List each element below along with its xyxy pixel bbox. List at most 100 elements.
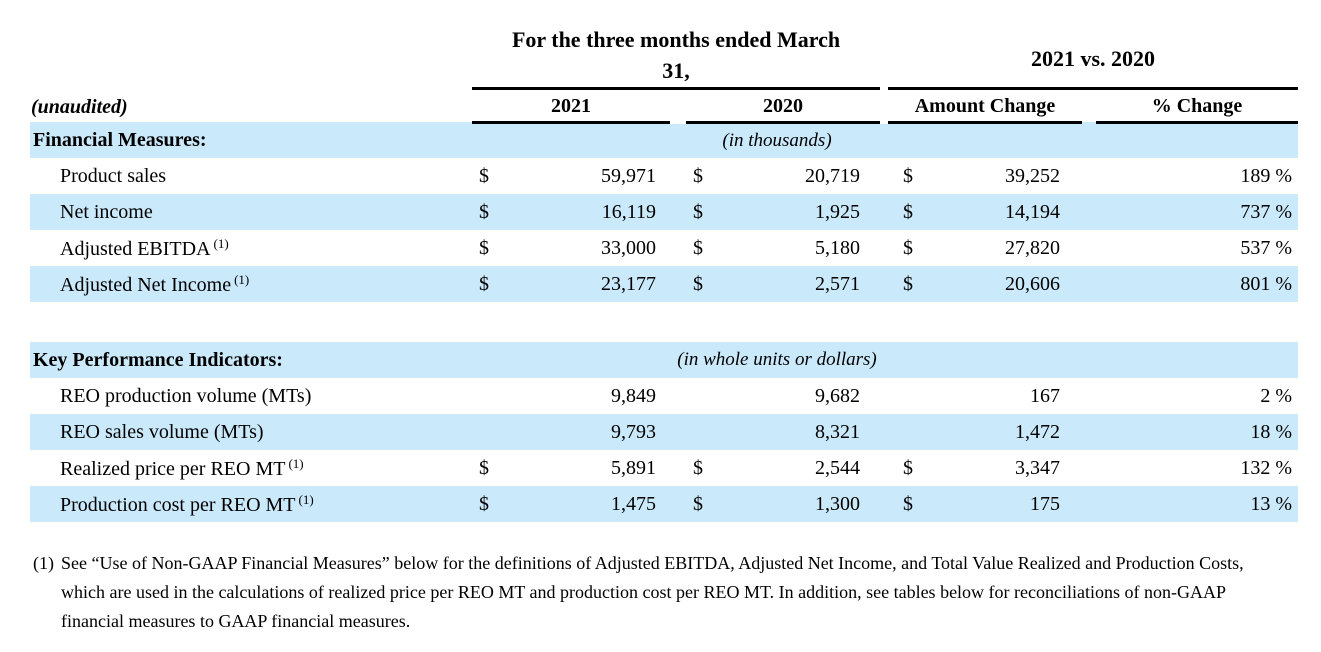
cell-gap <box>670 230 686 266</box>
currency-symbol: $ <box>472 194 506 230</box>
cell-gap <box>880 414 889 450</box>
value-pct-change: 13 % <box>1096 486 1299 522</box>
value-2021: 59,971 <box>601 164 656 187</box>
column-gap <box>1082 88 1096 122</box>
cell-gap <box>880 378 888 414</box>
column-header-2020: 2020 <box>686 88 881 124</box>
value-amount-change: 175 <box>924 486 1083 522</box>
currency-symbol: $ <box>693 456 703 479</box>
value-amount-change: 1,472 <box>924 414 1083 450</box>
table-row-net-income: Net income $ 16,119 $ 1,925 $ 14,194 737… <box>30 194 1299 230</box>
value-amount-change: 3,347 <box>1015 456 1061 479</box>
value-2020: 2,544 <box>815 456 861 479</box>
section-title: Financial Measures: <box>30 122 472 158</box>
currency-symbol: $ <box>693 236 703 259</box>
value-amount-change: 167 <box>1030 384 1061 407</box>
cell-gap <box>1082 342 1097 378</box>
footnote-text: See “Use of Non-GAAP Financial Measures”… <box>61 553 1244 631</box>
cell-gap <box>670 486 686 522</box>
table-row-adjusted-net-income: Adjusted Net Income (1) $ 23,177 $ 2,571 … <box>30 266 1299 302</box>
table-row-adjusted-ebitda: Adjusted EBITDA (1) $ 33,000 $ 5,180 $ 27… <box>30 230 1298 266</box>
currency-symbol <box>686 414 720 450</box>
currency-symbol: $ <box>686 266 720 302</box>
currency-symbol: $ <box>693 164 703 187</box>
cell-gap <box>880 450 888 486</box>
table-row-reo-sales-volume: REO sales volume (MTs) 9,793 8,321 1,472… <box>30 414 1299 450</box>
value-pct-change: 189 % <box>1240 164 1293 187</box>
unaudited-label: (unaudited) <box>31 96 128 118</box>
column-gap <box>670 88 686 122</box>
currency-symbol: $ <box>472 266 506 302</box>
currency-symbol: $ <box>479 456 489 479</box>
column-header-2021: 2021 <box>472 88 670 124</box>
currency-symbol: $ <box>903 456 914 479</box>
cell-gap <box>880 158 888 194</box>
currency-symbol: $ <box>479 236 489 259</box>
value-pct-change: 18 % <box>1096 414 1299 450</box>
value-2020: 2,571 <box>720 266 881 302</box>
value-2020: 5,180 <box>815 236 861 259</box>
row-label: Net income <box>30 194 472 230</box>
table-row-realized-price-per-reo-mt: Realized price per REO MT (1) $ 5,891 $ 2… <box>30 450 1298 486</box>
currency-symbol: $ <box>472 486 506 522</box>
cell-gap <box>880 230 888 266</box>
value-pct-change: 2 % <box>1260 384 1293 407</box>
row-label: REO production volume (MTs) <box>60 384 312 407</box>
section-unit-note: (in whole units or dollars) <box>472 342 1083 378</box>
table-row-reo-production-volume: REO production volume (MTs) 9,849 9,682 … <box>30 378 1298 414</box>
value-pct-change: 737 % <box>1096 194 1299 230</box>
value-amount-change: 39,252 <box>1005 164 1061 187</box>
value-amount-change: 27,820 <box>1005 236 1061 259</box>
currency-symbol: $ <box>903 236 914 259</box>
value-amount-change: 14,194 <box>924 194 1083 230</box>
footnote-marker: (1) <box>33 553 54 573</box>
cell-gap <box>670 414 686 450</box>
section-header-financial-measures: Financial Measures: (in thousands) <box>30 122 1299 158</box>
cell-gap <box>1082 194 1097 230</box>
value-pct-change: 132 % <box>1240 456 1293 479</box>
column-gap <box>880 88 888 122</box>
currency-symbol <box>472 378 506 414</box>
value-2021: 9,849 <box>611 384 656 407</box>
cell-empty <box>1096 122 1299 158</box>
value-2021: 33,000 <box>601 236 656 259</box>
row-label: Production cost per REO MT (1) <box>30 486 472 522</box>
currency-symbol: $ <box>479 164 489 187</box>
comparison-group-header: 2021 vs. 2020 <box>888 0 1299 90</box>
row-label: REO sales volume (MTs) <box>30 414 472 450</box>
cell-gap <box>880 266 889 302</box>
cell-gap <box>670 378 686 414</box>
section-title: Key Performance Indicators: <box>30 342 472 378</box>
row-label: Realized price per REO MT (1) <box>60 455 304 480</box>
group-header-row: For the three months ended March 31, 202… <box>30 0 1299 90</box>
section-header-key-performance-indicators: Key Performance Indicators: (in whole un… <box>30 342 1299 378</box>
value-2021: 1,475 <box>506 486 670 522</box>
currency-symbol <box>888 414 925 450</box>
currency-symbol <box>472 414 506 450</box>
value-2021: 9,793 <box>506 414 670 450</box>
value-amount-change: 20,606 <box>924 266 1083 302</box>
value-2021: 23,177 <box>506 266 670 302</box>
value-pct-change: 801 % <box>1096 266 1299 302</box>
currency-symbol: $ <box>888 194 925 230</box>
cell-gap <box>880 486 889 522</box>
cell-gap <box>1082 230 1096 266</box>
group-header-gap <box>880 0 888 88</box>
table-row-production-cost-per-reo-mt: Production cost per REO MT (1) $ 1,475 $ … <box>30 486 1299 522</box>
financial-summary-table: For the three months ended March 31, 202… <box>30 0 1299 522</box>
value-2020: 1,300 <box>720 486 881 522</box>
value-2020: 20,719 <box>805 164 861 187</box>
row-label: Adjusted Net Income (1) <box>30 266 472 302</box>
column-header-pct-change: % Change <box>1096 88 1299 124</box>
period-group-header: For the three months ended March 31, <box>472 0 881 90</box>
currency-symbol: $ <box>686 486 720 522</box>
cell-gap <box>1082 450 1096 486</box>
currency-symbol <box>686 378 720 414</box>
table-row-product-sales: Product sales $ 59,971 $ 20,719 $ 39,252… <box>30 158 1298 194</box>
financial-summary-page: For the three months ended March 31, 202… <box>30 0 1299 631</box>
value-2020: 8,321 <box>720 414 881 450</box>
cell-gap <box>670 194 686 230</box>
footnote-ref: (1) <box>288 455 304 471</box>
cell-gap <box>880 194 889 230</box>
currency-symbol: $ <box>903 164 914 187</box>
